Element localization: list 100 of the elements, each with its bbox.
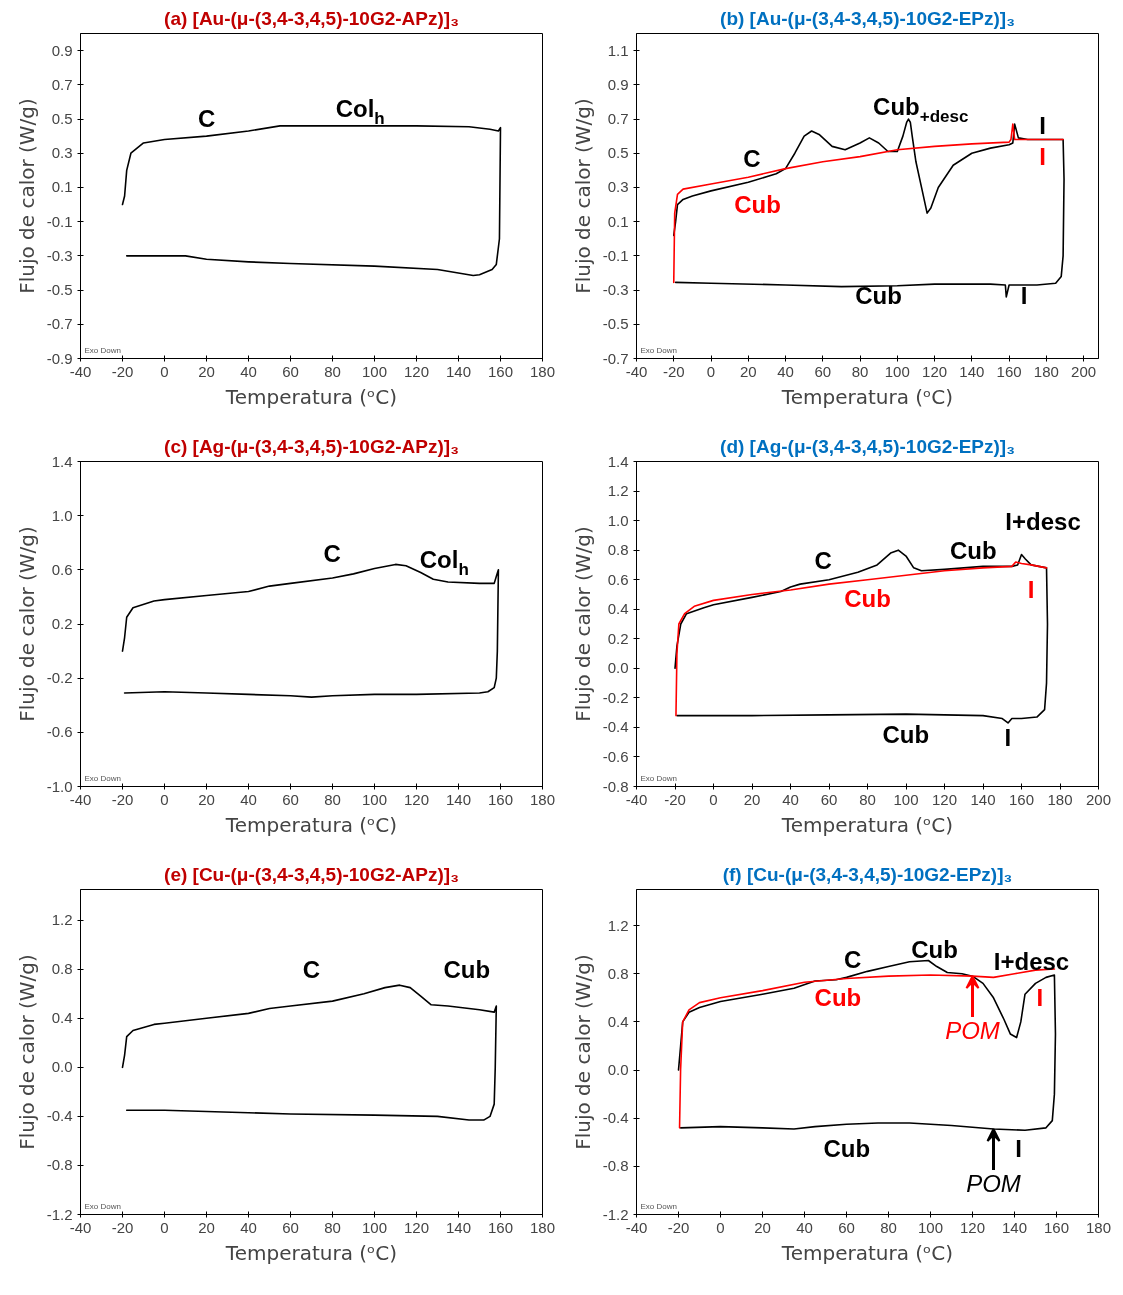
y-tick-label: 0.4	[607, 600, 629, 618]
annotation: Cub	[855, 281, 902, 309]
x-tick-label: 20	[198, 790, 215, 808]
y-tick-label: -0.1	[46, 212, 73, 230]
y-tick-label: -0.8	[46, 1156, 73, 1174]
annotation: I	[1039, 143, 1046, 171]
y-tick-label: 1.2	[607, 916, 629, 934]
annotation: I+desc	[1005, 508, 1081, 536]
y-tick-label: 0.9	[607, 75, 629, 93]
y-tick-label: 0.4	[607, 1012, 629, 1030]
x-tick-label: 100	[884, 362, 910, 380]
annotation: Cub	[882, 721, 930, 749]
y-tick-label: 0.8	[51, 960, 73, 978]
y-tick-label: -0.6	[46, 723, 73, 741]
annotation: C	[844, 945, 862, 973]
y-tick-label: -0.6	[602, 747, 629, 765]
x-tick-label: 180	[529, 790, 556, 808]
y-tick-label: 1.2	[51, 911, 73, 929]
y-tick-label: -0.2	[46, 669, 73, 687]
annotation: C	[302, 955, 321, 983]
y-tick-label: 0.0	[51, 1058, 73, 1076]
annotation: Exo Down	[84, 345, 121, 355]
y-axis-title: Flujo de calor (W/g)	[570, 98, 595, 294]
y-tick-label: 0.9	[51, 41, 73, 59]
x-tick-label: 180	[1047, 790, 1073, 808]
annotation: Cub	[949, 536, 997, 564]
x-tick-label: 160	[1043, 1218, 1070, 1236]
y-tick-label: 1.4	[607, 452, 629, 470]
y-tick-label: 0.3	[607, 178, 629, 196]
annotation: C	[814, 547, 832, 575]
x-axis-title: Temperatura (ᵒC)	[224, 812, 398, 837]
annotation: Cub	[823, 1134, 871, 1162]
annotation: I	[1027, 576, 1035, 604]
y-tick-label: 0.1	[607, 212, 629, 230]
y-tick-label: -0.4	[602, 1109, 629, 1127]
x-tick-label: 80	[324, 790, 341, 808]
x-tick-label: -20	[662, 362, 685, 380]
x-axis-title: Temperatura (ᵒC)	[780, 1240, 954, 1265]
y-tick-label: 0.6	[51, 560, 73, 578]
y-tick-label: 1.2	[607, 482, 629, 500]
x-tick-label: 0	[716, 1218, 725, 1236]
x-tick-label: 40	[777, 362, 794, 380]
x-tick-label: 160	[487, 362, 514, 380]
y-tick-label: 1.4	[51, 452, 73, 470]
annotation: Exo Down	[640, 345, 677, 355]
y-tick-label: 0.7	[607, 110, 629, 128]
x-tick-label: 140	[959, 362, 985, 380]
annotation: Cub	[844, 585, 891, 613]
y-axis-title: Flujo de calor (W/g)	[14, 954, 39, 1150]
x-axis-title: Temperatura (ᵒC)	[224, 384, 398, 409]
x-tick-label: 140	[970, 790, 996, 808]
y-tick-label: 0.1	[51, 178, 73, 196]
y-tick-label: 0.2	[607, 629, 629, 647]
y-tick-label: -0.5	[602, 315, 629, 333]
annotation: Cub	[814, 984, 862, 1012]
x-tick-label: 120	[931, 790, 958, 808]
x-tick-label: 180	[529, 1218, 556, 1236]
annotation: Cub	[734, 190, 781, 218]
y-tick-label: -0.4	[602, 718, 629, 736]
x-axis-title: Temperatura (ᵒC)	[224, 1240, 398, 1265]
x-tick-label: 40	[240, 362, 257, 380]
x-tick-label: -20	[111, 1218, 134, 1236]
x-tick-label: 60	[820, 790, 838, 808]
x-tick-label: -20	[664, 790, 686, 808]
y-axis-title: Flujo de calor (W/g)	[14, 526, 39, 722]
x-tick-label: 120	[959, 1218, 986, 1236]
y-tick-label: 0.7	[51, 75, 73, 93]
y-tick-label: 0.0	[607, 659, 629, 677]
x-tick-label: 120	[403, 362, 430, 380]
x-tick-label: 60	[838, 1218, 855, 1236]
x-tick-label: 140	[445, 1218, 472, 1236]
x-axis-title: Temperatura (ᵒC)	[780, 812, 954, 837]
annotation: POM	[966, 1169, 1021, 1197]
x-tick-label: 120	[922, 362, 948, 380]
annotation: Exo Down	[640, 1201, 677, 1211]
x-tick-label: 40	[240, 1218, 257, 1236]
x-tick-label: -20	[111, 790, 134, 808]
x-tick-label: 60	[282, 1218, 299, 1236]
y-tick-label: 0.5	[51, 110, 73, 128]
x-tick-label: 0	[160, 362, 169, 380]
annotation: Cub	[443, 955, 491, 983]
y-tick-label: -0.8	[602, 1157, 629, 1175]
x-tick-label: 80	[859, 790, 876, 808]
y-tick-label: 0.8	[607, 964, 629, 982]
chart-title: (d) [Ag-(μ-(3,4-3,4,5)-10G2-EPz)]₃	[720, 435, 1015, 457]
y-tick-label: 0.2	[51, 615, 73, 632]
x-tick-label: 100	[893, 790, 919, 808]
x-tick-label: 100	[361, 1218, 388, 1236]
annotation: Exo Down	[640, 773, 677, 783]
x-tick-label: 80	[324, 1218, 341, 1236]
annotation: I	[1039, 112, 1046, 140]
y-axis-title: Flujo de calor (W/g)	[14, 98, 39, 294]
annotation: I+desc	[993, 948, 1070, 976]
x-tick-label: 0	[706, 362, 716, 380]
x-tick-label: 0	[160, 1218, 169, 1236]
x-tick-label: 40	[796, 1218, 813, 1236]
x-tick-label: 200	[1085, 790, 1112, 808]
chart-title: (c) [Ag-(μ-(3,4-3,4,5)-10G2-APz)]₃	[164, 435, 459, 457]
x-tick-label: 20	[754, 1218, 771, 1236]
x-tick-label: 180	[1033, 362, 1059, 380]
